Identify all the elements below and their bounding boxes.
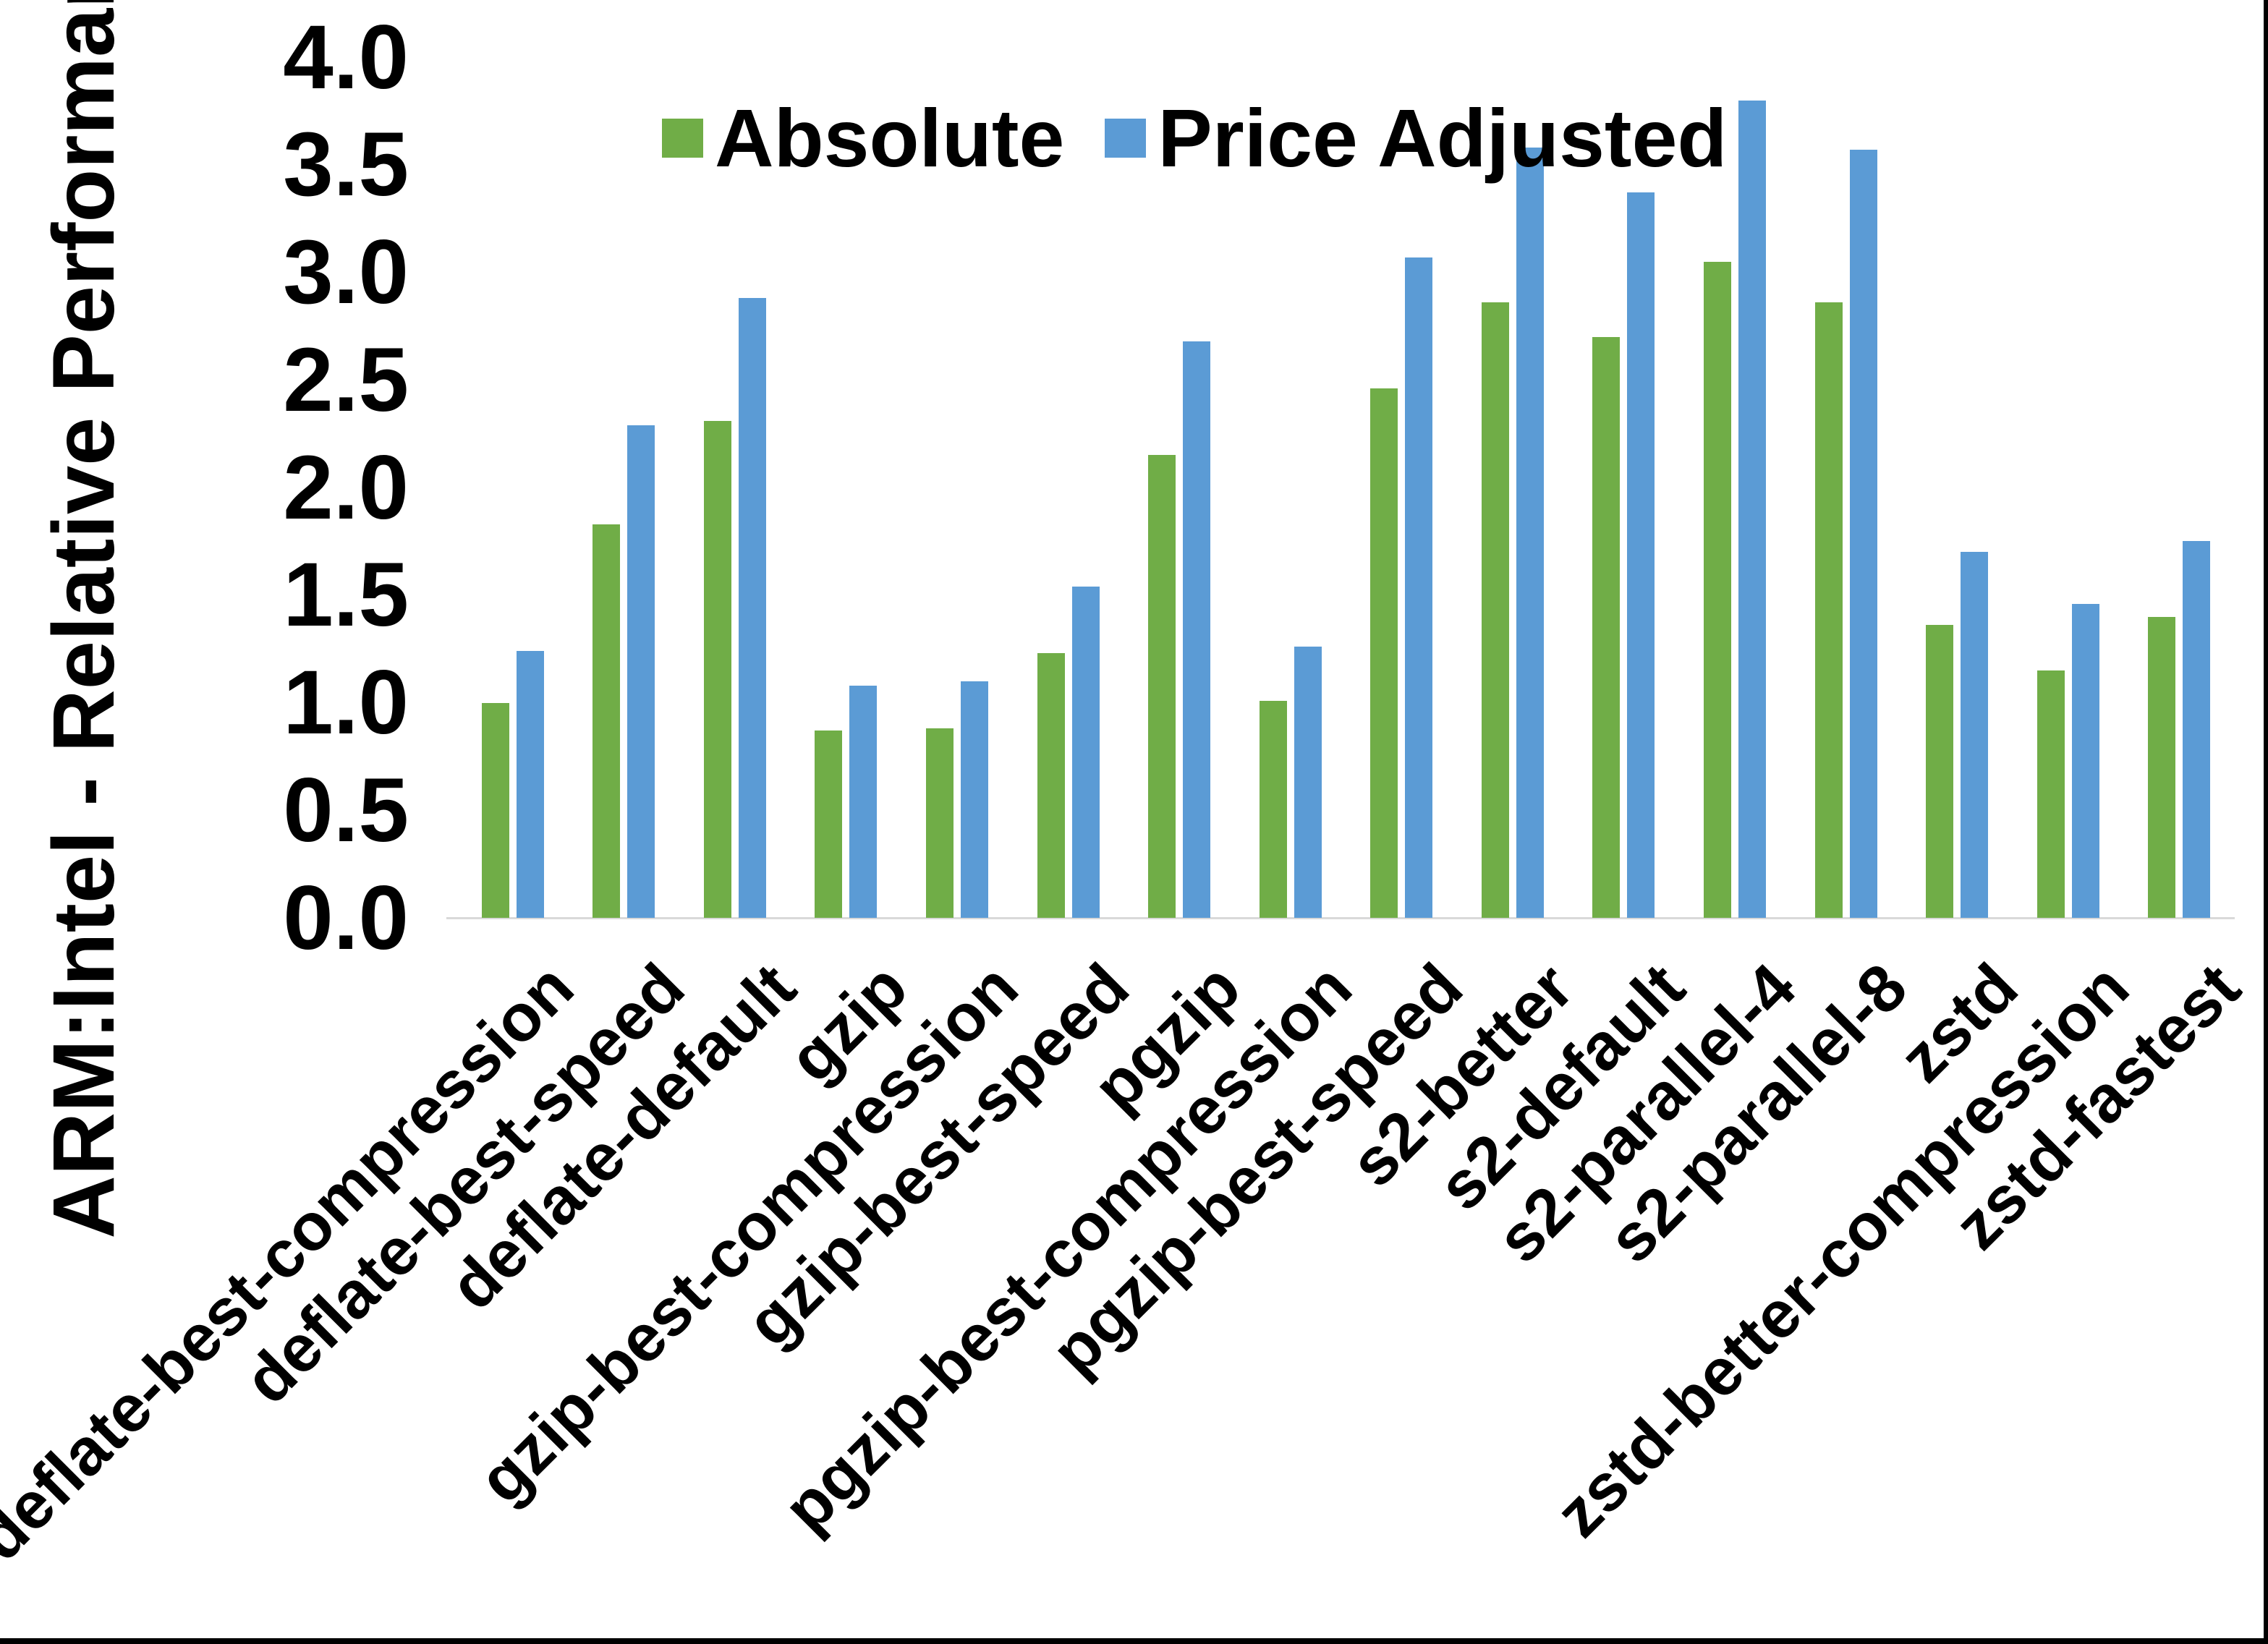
- price-adjusted-bar: [1071, 586, 1100, 918]
- legend-swatch: [1105, 119, 1147, 158]
- absolute-bar: [1926, 625, 1954, 918]
- absolute-bar: [2148, 616, 2176, 918]
- y-tick-label: 1.0: [283, 652, 409, 753]
- absolute-bar: [1370, 388, 1398, 918]
- price-adjusted-bar: [627, 425, 655, 918]
- bar-group: [2123, 57, 2235, 918]
- legend-swatch: [662, 119, 703, 158]
- absolute-bar: [481, 702, 509, 918]
- price-adjusted-bar: [961, 681, 989, 918]
- y-tick-label: 4.0: [283, 7, 409, 108]
- bar-group: [1901, 57, 2013, 918]
- absolute-bar: [703, 420, 731, 918]
- bar-group: [1124, 57, 1235, 918]
- legend-item: Absolute: [662, 91, 1064, 185]
- legend: Absolute Price Adjusted: [662, 91, 1727, 185]
- legend-label: Absolute: [715, 93, 1065, 184]
- frame-border-right: [2264, 0, 2268, 1644]
- absolute-bar: [1814, 302, 1843, 918]
- bar-group: [569, 57, 680, 918]
- price-adjusted-bar: [2183, 541, 2211, 918]
- y-tick-label: 3.5: [283, 114, 409, 216]
- bar-group: [1235, 57, 1346, 918]
- legend-label: Price Adjusted: [1158, 93, 1728, 184]
- bar-group: [901, 57, 1013, 918]
- price-adjusted-bar: [1405, 257, 1433, 918]
- y-tick-label: 0.0: [283, 867, 409, 968]
- y-tick-label: 2.5: [283, 329, 409, 430]
- bar-group: [1568, 57, 1680, 918]
- absolute-bar: [1703, 261, 1731, 918]
- price-adjusted-bar: [1627, 192, 1655, 918]
- y-axis-title: ARM:Intel - Relative Performance: [34, 0, 132, 1239]
- absolute-bar: [815, 731, 843, 918]
- price-adjusted-bar: [1183, 341, 1211, 918]
- absolute-bar: [926, 728, 954, 918]
- absolute-bar: [593, 524, 621, 918]
- price-adjusted-bar: [516, 651, 544, 918]
- absolute-bar: [2036, 670, 2065, 918]
- bar-group: [1013, 57, 1124, 918]
- price-adjusted-bar: [2071, 603, 2099, 918]
- price-adjusted-bar: [1738, 100, 1766, 918]
- price-adjusted-bar: [1516, 147, 1544, 918]
- bar-group: [1791, 57, 1902, 918]
- price-adjusted-bar: [1849, 149, 1877, 918]
- price-adjusted-bar: [1294, 647, 1322, 918]
- absolute-bar: [1259, 700, 1287, 918]
- bar-group: [1679, 57, 1791, 918]
- absolute-bar: [1592, 336, 1621, 918]
- absolute-bar: [1148, 455, 1176, 918]
- x-axis-line: [446, 917, 2235, 919]
- y-tick-label: 3.0: [283, 222, 409, 323]
- y-tick-label: 2.0: [283, 437, 409, 538]
- bar-group: [1457, 57, 1568, 918]
- bar-group: [1346, 57, 1458, 918]
- y-tick-label: 0.5: [283, 759, 409, 861]
- absolute-bar: [1481, 302, 1509, 918]
- legend-item: Price Adjusted: [1105, 91, 1727, 185]
- bar-group: [2013, 57, 2124, 918]
- price-adjusted-bar: [738, 298, 766, 918]
- price-adjusted-bar: [1961, 552, 1989, 918]
- absolute-bar: [1037, 653, 1065, 918]
- bar-group: [791, 57, 902, 918]
- y-tick-label: 1.5: [283, 545, 409, 646]
- bar-group: [457, 57, 569, 918]
- price-adjusted-bar: [849, 685, 878, 918]
- frame-border-bottom: [0, 1638, 2268, 1644]
- bar-group: [679, 57, 791, 918]
